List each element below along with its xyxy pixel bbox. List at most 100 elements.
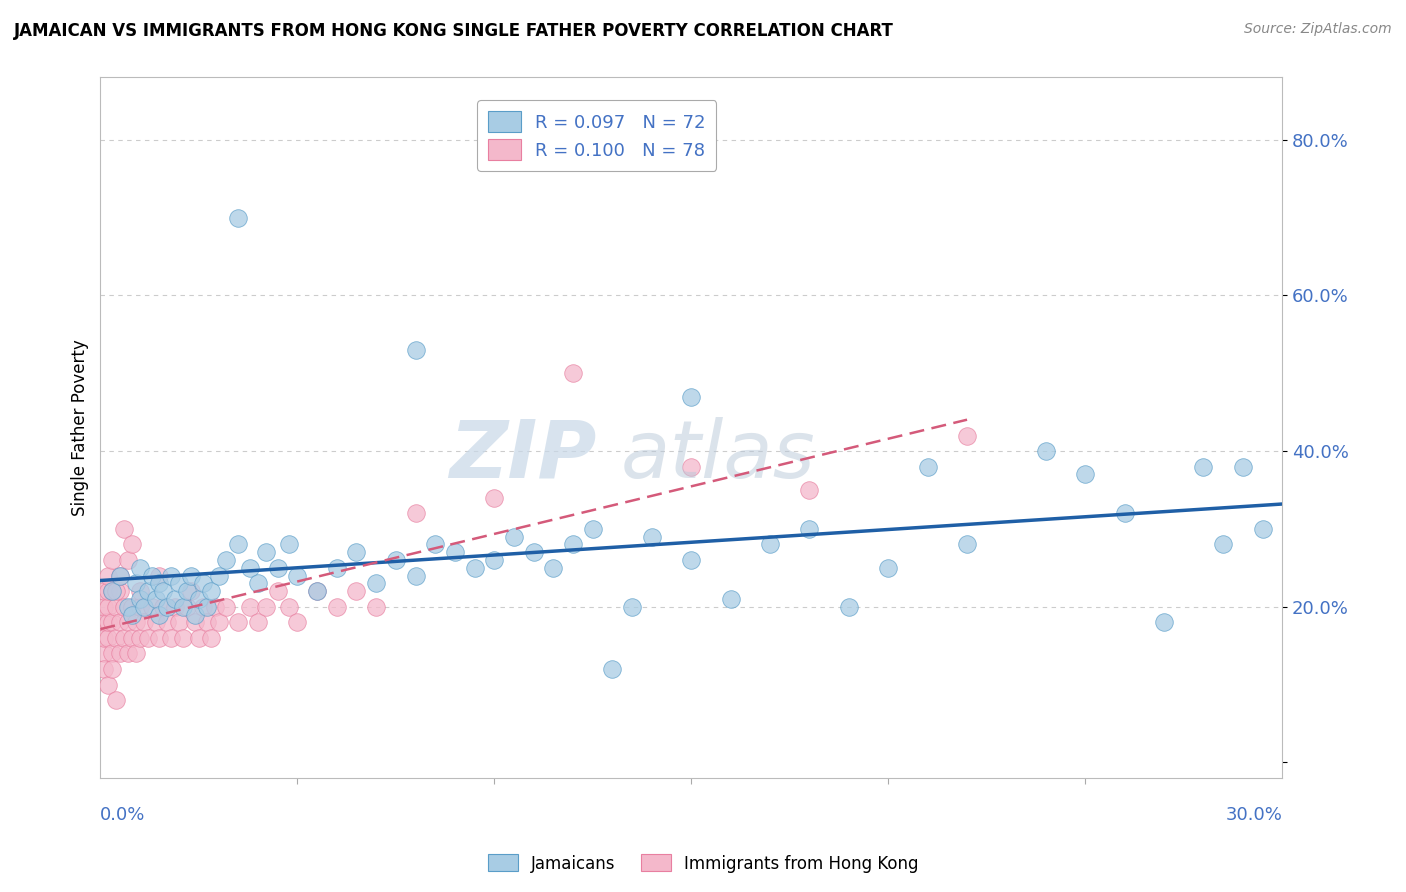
Point — [121, 607, 143, 622]
Point — [108, 647, 131, 661]
Point — [207, 568, 229, 582]
Point — [97, 568, 120, 582]
Point — [246, 615, 269, 630]
Point — [128, 561, 150, 575]
Point — [621, 599, 644, 614]
Point — [681, 390, 703, 404]
Point — [108, 584, 131, 599]
Point — [167, 576, 190, 591]
Point — [195, 599, 218, 614]
Point — [226, 615, 249, 630]
Point — [1251, 522, 1274, 536]
Point — [195, 615, 218, 630]
Point — [101, 662, 124, 676]
Point — [125, 615, 148, 630]
Point — [254, 599, 277, 614]
Point — [93, 584, 115, 599]
Point — [444, 545, 467, 559]
Point — [128, 599, 150, 614]
Point — [97, 677, 120, 691]
Point — [681, 553, 703, 567]
Point — [266, 561, 288, 575]
Point — [484, 553, 506, 567]
Point — [141, 599, 163, 614]
Point — [346, 545, 368, 559]
Point — [148, 631, 170, 645]
Point — [145, 615, 167, 630]
Point — [128, 591, 150, 606]
Legend: R = 0.097   N = 72, R = 0.100   N = 78: R = 0.097 N = 72, R = 0.100 N = 78 — [477, 101, 716, 171]
Point — [145, 591, 167, 606]
Point — [112, 522, 135, 536]
Point — [562, 366, 585, 380]
Point — [117, 615, 139, 630]
Point — [917, 459, 939, 474]
Point — [105, 584, 128, 599]
Point — [176, 584, 198, 599]
Point — [191, 576, 214, 591]
Point — [366, 599, 388, 614]
Point — [160, 631, 183, 645]
Point — [1035, 444, 1057, 458]
Point — [132, 615, 155, 630]
Point — [160, 568, 183, 582]
Point — [136, 631, 159, 645]
Point — [101, 647, 124, 661]
Point — [117, 599, 139, 614]
Point — [405, 343, 427, 357]
Point — [105, 631, 128, 645]
Point — [239, 561, 262, 575]
Text: Source: ZipAtlas.com: Source: ZipAtlas.com — [1244, 22, 1392, 37]
Y-axis label: Single Father Poverty: Single Father Poverty — [72, 339, 89, 516]
Point — [97, 615, 120, 630]
Point — [215, 553, 238, 567]
Point — [877, 561, 900, 575]
Point — [720, 591, 742, 606]
Point — [117, 553, 139, 567]
Point — [112, 599, 135, 614]
Point — [325, 599, 347, 614]
Text: atlas: atlas — [620, 417, 815, 495]
Point — [148, 607, 170, 622]
Point — [176, 599, 198, 614]
Point — [346, 584, 368, 599]
Point — [226, 211, 249, 225]
Point — [405, 568, 427, 582]
Point — [152, 599, 174, 614]
Point — [93, 647, 115, 661]
Point — [172, 631, 194, 645]
Point — [167, 615, 190, 630]
Point — [101, 553, 124, 567]
Point — [121, 537, 143, 551]
Point — [105, 693, 128, 707]
Point — [956, 428, 979, 442]
Point — [325, 561, 347, 575]
Point — [1114, 507, 1136, 521]
Point — [425, 537, 447, 551]
Point — [278, 537, 301, 551]
Point — [484, 491, 506, 505]
Point — [278, 599, 301, 614]
Point — [207, 615, 229, 630]
Point — [97, 631, 120, 645]
Point — [148, 568, 170, 582]
Point — [172, 599, 194, 614]
Legend: Jamaicans, Immigrants from Hong Kong: Jamaicans, Immigrants from Hong Kong — [481, 847, 925, 880]
Point — [246, 576, 269, 591]
Point — [602, 662, 624, 676]
Point — [101, 615, 124, 630]
Point — [1212, 537, 1234, 551]
Point — [108, 568, 131, 582]
Point — [187, 631, 209, 645]
Point — [226, 537, 249, 551]
Point — [305, 584, 328, 599]
Point — [108, 568, 131, 582]
Point — [204, 599, 226, 614]
Point — [582, 522, 605, 536]
Point — [184, 607, 207, 622]
Point — [543, 561, 565, 575]
Point — [125, 647, 148, 661]
Point — [681, 459, 703, 474]
Point — [117, 647, 139, 661]
Point — [125, 576, 148, 591]
